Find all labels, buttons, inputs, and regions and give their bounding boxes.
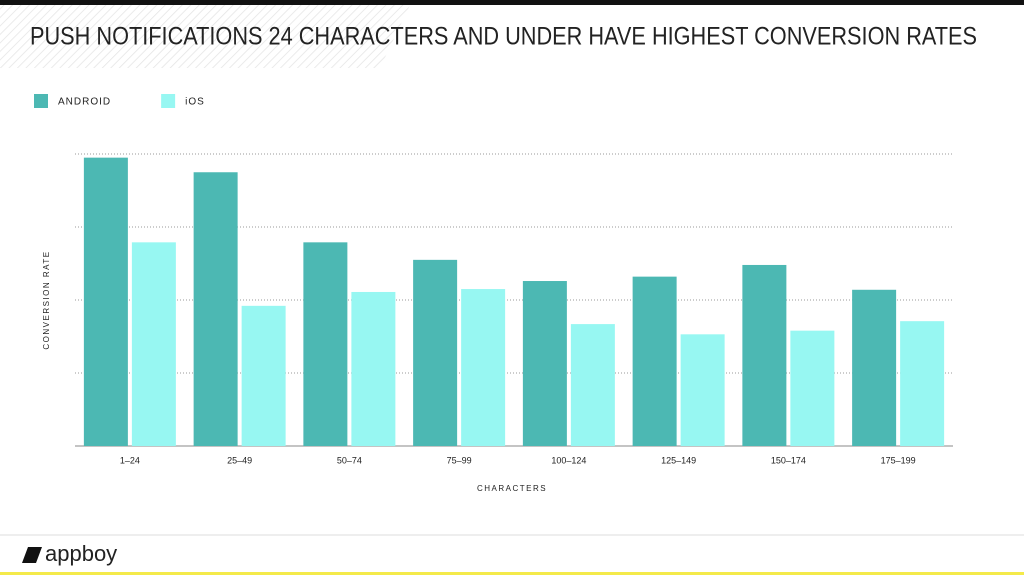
logo: appboy bbox=[45, 541, 117, 566]
bar bbox=[303, 242, 348, 446]
hatch-decoration bbox=[0, 5, 410, 68]
bar bbox=[790, 330, 835, 446]
bar bbox=[193, 172, 238, 446]
bar bbox=[632, 276, 677, 446]
x-tick-label: 150–174 bbox=[771, 455, 806, 465]
chart-title: PUSH NOTIFICATIONS 24 CHARACTERS AND UND… bbox=[30, 23, 977, 51]
x-tick-label: 75–99 bbox=[447, 455, 472, 465]
legend-swatch bbox=[161, 94, 176, 108]
top-bar bbox=[0, 0, 1024, 5]
x-tick-label: 175–199 bbox=[881, 455, 916, 465]
bar bbox=[522, 281, 567, 446]
bar bbox=[461, 289, 506, 446]
bar bbox=[413, 259, 458, 446]
x-tick-label: 50–74 bbox=[337, 455, 362, 465]
bar bbox=[351, 291, 396, 446]
legend-label: iOS bbox=[185, 97, 205, 108]
logo-mark bbox=[22, 547, 42, 563]
bar bbox=[852, 289, 897, 446]
x-tick-label: 1–24 bbox=[120, 455, 140, 465]
legend-swatch bbox=[34, 94, 48, 108]
footer-accent bbox=[0, 572, 1024, 575]
bar bbox=[131, 242, 176, 446]
x-tick-label: 125–149 bbox=[661, 455, 696, 465]
bar bbox=[83, 157, 128, 446]
x-tick-label: 100–124 bbox=[551, 455, 586, 465]
x-tick-label: 25–49 bbox=[227, 455, 252, 465]
legend-label: ANDROID bbox=[58, 97, 111, 108]
bar bbox=[570, 324, 615, 446]
x-axis-label: CHARACTERS bbox=[477, 484, 547, 493]
bar bbox=[680, 334, 725, 446]
y-axis-label: CONVERSION RATE bbox=[42, 250, 51, 349]
bar bbox=[900, 321, 945, 446]
bar bbox=[241, 305, 286, 446]
bar bbox=[742, 264, 787, 446]
